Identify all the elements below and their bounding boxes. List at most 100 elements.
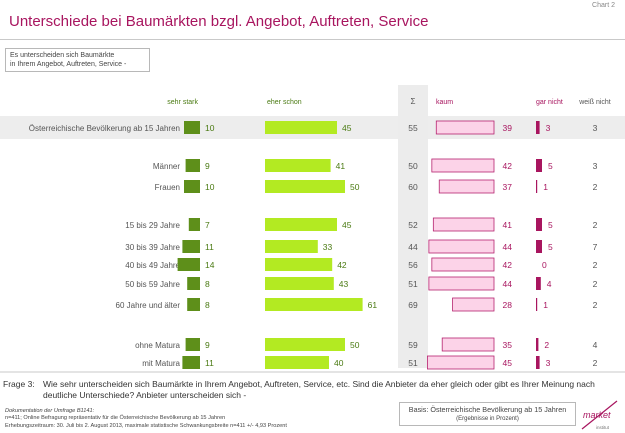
value-gar-nicht: 1	[543, 182, 548, 192]
question-line-1: Es unterscheiden sich Baumärkte	[10, 52, 115, 59]
basis-box: Basis: Österreichische Bevölkerung ab 15…	[399, 402, 576, 426]
bar-gar-nicht	[536, 338, 539, 351]
title-divider	[0, 39, 625, 40]
bar-eher-schon	[265, 258, 333, 271]
value-gar-nicht: 5	[548, 242, 553, 252]
question-box: Es unterscheiden sich Baumärkte in Ihrem…	[5, 48, 150, 72]
question-label: Frage 3:	[3, 379, 35, 389]
value-kaum: 42	[503, 260, 513, 270]
value-sum: 51	[408, 358, 418, 368]
value-weiss-nicht: 3	[593, 123, 598, 133]
documentation-line-2: Erhebungszeitraum: 30. Juli bis 2. Augus…	[5, 422, 287, 429]
market-institut-logo: market institut	[581, 400, 618, 430]
value-sum: 52	[408, 220, 418, 230]
row-label: 50 bis 59 Jahre	[125, 280, 180, 289]
row-label: Österreichische Bevölkerung ab 15 Jahren	[29, 124, 180, 133]
sum-column-background	[398, 85, 428, 368]
bar-kaum	[438, 179, 495, 194]
value-sum: 50	[408, 161, 418, 171]
value-weiss-nicht: 7	[593, 242, 598, 252]
value-kaum: 44	[503, 242, 513, 252]
bar-gar-nicht	[536, 159, 542, 172]
bar-kaum	[428, 239, 495, 254]
value-sehr-stark: 10	[205, 123, 215, 133]
logo-text: market	[583, 410, 611, 420]
header-kaum: kaum	[436, 99, 453, 106]
row-label: Männer	[153, 162, 180, 171]
row-label: 60 Jahre und älter	[116, 301, 181, 310]
value-gar-nicht: 5	[548, 220, 553, 230]
value-sehr-stark: 11	[205, 242, 214, 252]
bar-eher-schon	[265, 218, 337, 231]
survey-documentation: Dokumentation der Umfrage B1141: n=411; …	[5, 408, 287, 430]
row-label: 40 bis 49 Jahre	[125, 261, 180, 270]
value-kaum: 42	[503, 161, 513, 171]
value-eher-schon: 61	[368, 300, 378, 310]
value-sum: 69	[408, 300, 418, 310]
bar-kaum	[431, 257, 495, 272]
value-sehr-stark: 8	[205, 279, 210, 289]
value-weiss-nicht: 2	[593, 220, 598, 230]
value-weiss-nicht: 2	[593, 182, 598, 192]
logo-subtext: institut	[596, 425, 610, 430]
value-sehr-stark: 14	[205, 260, 215, 270]
bar-gar-nicht	[536, 356, 540, 369]
documentation-title: Dokumentation der Umfrage B1141:	[5, 408, 95, 414]
chart-title: Unterschiede bei Baumärkten bzgl. Angebo…	[9, 13, 429, 30]
value-weiss-nicht: 2	[593, 300, 598, 310]
value-sehr-stark: 7	[205, 220, 210, 230]
documentation-line-1: n=411; Online Befragung repräsentativ fü…	[5, 415, 226, 422]
question-text: Wie sehr unterscheiden sich Baumärkte in…	[43, 379, 595, 400]
bar-sehr-stark	[187, 277, 200, 290]
value-gar-nicht: 5	[548, 161, 553, 171]
value-sum: 60	[408, 182, 418, 192]
question-line-2: in Ihrem Angebot, Auftreten, Service -	[10, 61, 127, 68]
value-gar-nicht: 0	[542, 260, 547, 270]
value-eher-schon: 43	[339, 279, 349, 289]
value-sum: 51	[408, 279, 418, 289]
basis-text: Basis: Österreichische Bevölkerung ab 15…	[408, 405, 567, 414]
value-weiss-nicht: 2	[593, 358, 598, 368]
row-label: mit Matura	[142, 359, 180, 368]
header-weiss-nicht: weiß nicht	[578, 99, 611, 106]
bar-gar-nicht	[536, 298, 538, 311]
bar-gar-nicht	[536, 218, 542, 231]
value-sehr-stark: 10	[205, 182, 215, 192]
bar-gar-nicht	[536, 240, 542, 253]
value-eher-schon: 50	[350, 340, 360, 350]
bar-gar-nicht	[536, 180, 538, 193]
value-sehr-stark: 9	[205, 340, 210, 350]
value-sum: 44	[408, 242, 418, 252]
value-eher-schon: 42	[337, 260, 347, 270]
header-sehr-stark: sehr stark	[167, 99, 198, 106]
bar-sehr-stark	[182, 240, 200, 253]
value-weiss-nicht: 2	[593, 279, 598, 289]
value-sum: 55	[408, 123, 418, 133]
value-weiss-nicht: 3	[593, 161, 598, 171]
value-sum: 59	[408, 340, 418, 350]
value-gar-nicht: 3	[546, 123, 551, 133]
bar-gar-nicht	[536, 277, 541, 290]
value-weiss-nicht: 4	[593, 340, 598, 350]
bar-sehr-stark	[184, 180, 200, 193]
value-sehr-stark: 11	[205, 358, 214, 368]
value-kaum: 28	[503, 300, 513, 310]
bar-sehr-stark	[185, 338, 200, 351]
value-kaum: 35	[503, 340, 513, 350]
value-gar-nicht: 1	[543, 300, 548, 310]
bar-eher-schon	[265, 240, 318, 253]
value-sehr-stark: 8	[205, 300, 210, 310]
bar-kaum	[435, 120, 495, 135]
bar-eher-schon	[265, 356, 329, 369]
bar-sehr-stark	[187, 298, 200, 311]
bar-eher-schon	[265, 159, 331, 172]
value-kaum: 44	[503, 279, 513, 289]
bar-kaum	[441, 337, 495, 352]
question-footnote: Frage 3: Wie sehr unterscheiden sich Bau…	[3, 379, 613, 401]
header-eher-schon: eher schon	[267, 99, 302, 106]
value-gar-nicht: 3	[546, 358, 551, 368]
bar-kaum	[452, 297, 495, 312]
value-kaum: 41	[503, 220, 513, 230]
bar-sehr-stark	[182, 356, 200, 369]
